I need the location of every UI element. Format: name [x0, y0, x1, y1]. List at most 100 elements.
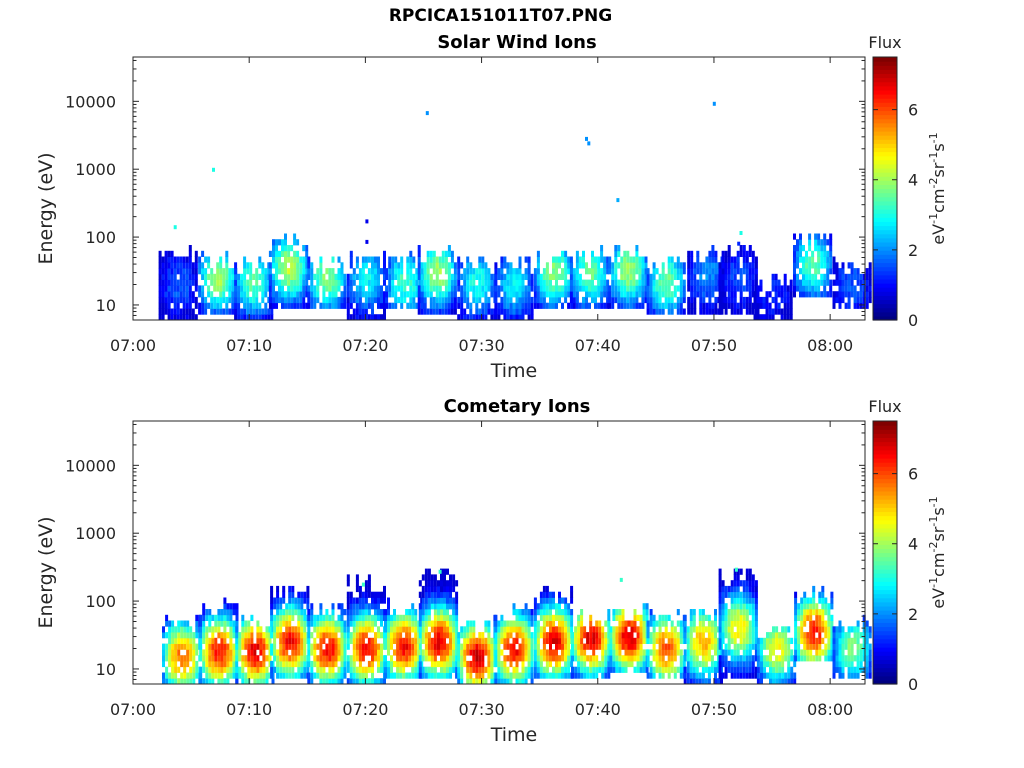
heatmap-cell	[384, 666, 387, 673]
heatmap-cell	[817, 291, 821, 298]
heatmap-cell	[724, 273, 728, 280]
heatmap-cell	[775, 660, 779, 668]
heatmap-cell	[704, 666, 708, 673]
heatmap-cell	[198, 308, 202, 315]
heatmap-cell	[261, 273, 265, 280]
heatmap-cell	[580, 672, 584, 679]
heatmap-cell	[393, 649, 396, 656]
heatmap-cell	[572, 279, 576, 286]
heatmap-cell	[397, 262, 401, 269]
heatmap-cell	[412, 291, 416, 298]
heatmap-cell	[695, 649, 699, 656]
heatmap-cell	[446, 591, 449, 598]
heatmap-cell	[682, 279, 686, 286]
heatmap-cell	[423, 285, 427, 292]
heatmap-cell	[592, 632, 596, 639]
heatmap-cell	[793, 268, 796, 275]
heatmap-cell	[171, 620, 175, 627]
heatmap-cell	[475, 678, 479, 685]
heatmap-cell	[539, 626, 543, 633]
heatmap-cell	[714, 256, 718, 263]
heatmap-cell	[432, 279, 436, 286]
heatmap-cell	[589, 620, 593, 627]
heatmap-cell	[624, 620, 628, 627]
heatmap-cell	[708, 279, 712, 286]
heatmap-cell	[626, 279, 630, 286]
heatmap-cell	[711, 302, 715, 309]
heatmap-cell	[246, 291, 250, 298]
heatmap-cell	[803, 597, 807, 604]
heatmap-cell	[313, 655, 317, 662]
heatmap-cell	[676, 262, 680, 269]
heatmap-cell	[364, 585, 368, 593]
heatmap-cell	[285, 626, 289, 633]
heatmap-cell	[555, 609, 558, 616]
heatmap-cell	[300, 614, 304, 621]
heatmap-cell	[802, 256, 805, 263]
heatmap-cell	[243, 291, 247, 298]
heatmap-cell	[219, 262, 223, 269]
heatmap-cell	[463, 314, 467, 321]
heatmap-cell	[606, 268, 610, 275]
heatmap-cell	[270, 609, 274, 616]
heatmap-cell	[361, 609, 365, 616]
heatmap-cell	[564, 273, 568, 280]
heatmap-cell	[847, 302, 851, 309]
heatmap-cell	[824, 609, 828, 616]
heatmap-cell	[658, 296, 662, 304]
heatmap-cell	[632, 302, 636, 309]
heatmap-cell	[228, 273, 232, 280]
heatmap-cell	[225, 273, 229, 280]
heatmap-cell	[259, 626, 263, 633]
heatmap-cell	[397, 279, 401, 286]
heatmap-cell	[664, 279, 668, 286]
heatmap-cell	[598, 626, 602, 633]
heatmap-cell	[586, 672, 590, 679]
colorbar-swatch	[873, 172, 897, 177]
heatmap-cell	[244, 620, 248, 627]
heatmap-cell	[718, 580, 722, 587]
heatmap-cell	[449, 574, 452, 581]
heatmap-cell	[452, 643, 456, 650]
heatmap-cell	[572, 291, 576, 298]
heatmap-cell	[506, 308, 510, 315]
heatmap-cell	[361, 308, 365, 315]
heatmap-cell	[194, 314, 198, 321]
heatmap-cell	[291, 672, 295, 679]
heatmap-cell	[533, 632, 537, 639]
heatmap-cell	[817, 250, 821, 257]
heatmap-cell	[208, 609, 212, 616]
heatmap-cell	[701, 632, 705, 639]
heatmap-cell	[300, 666, 304, 673]
heatmap-cell	[364, 273, 368, 280]
heatmap-cell	[727, 262, 731, 269]
heatmap-cell	[452, 580, 456, 587]
heatmap-cell	[742, 660, 746, 668]
heatmap-cell	[484, 637, 488, 644]
heatmap-cell	[226, 614, 230, 621]
heatmap-cell	[405, 649, 409, 656]
heatmap-cell	[589, 637, 593, 644]
heatmap-cell	[572, 302, 576, 309]
heatmap-cell	[515, 308, 519, 315]
heatmap-cell	[393, 672, 396, 679]
heatmap-cell	[213, 273, 217, 280]
heatmap-cell	[527, 302, 531, 309]
heatmap-cell	[730, 302, 734, 309]
heatmap-cell	[247, 626, 251, 633]
heatmap-cell	[406, 268, 410, 275]
burst-9	[494, 256, 534, 321]
heatmap-cell	[192, 666, 196, 673]
heatmap-cell	[411, 614, 415, 621]
heatmap-cell	[164, 308, 168, 315]
heatmap-cell	[291, 660, 295, 668]
heatmap-cell	[297, 614, 301, 621]
heatmap-cell	[475, 660, 479, 668]
heatmap-cell	[217, 643, 221, 650]
heatmap-cell	[707, 620, 711, 627]
heatmap-cell	[217, 620, 221, 627]
heatmap-cell	[710, 666, 714, 673]
heatmap-cell	[639, 614, 643, 621]
heatmap-cell	[457, 632, 461, 639]
heatmap-cell	[856, 660, 860, 668]
